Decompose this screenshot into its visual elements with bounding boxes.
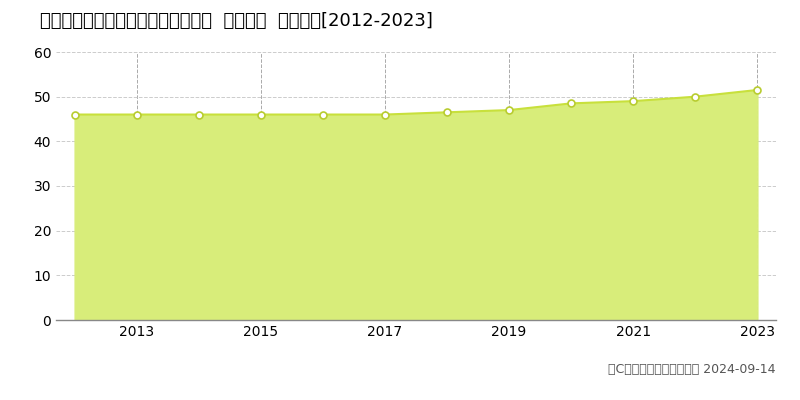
Text: 大阪府堺市西区鳳西町１丁８２番２  地価公示  地価推移[2012-2023]: 大阪府堺市西区鳳西町１丁８２番２ 地価公示 地価推移[2012-2023] [40, 12, 433, 30]
Text: （C）土地価格ドットコム 2024-09-14: （C）土地価格ドットコム 2024-09-14 [609, 363, 776, 376]
